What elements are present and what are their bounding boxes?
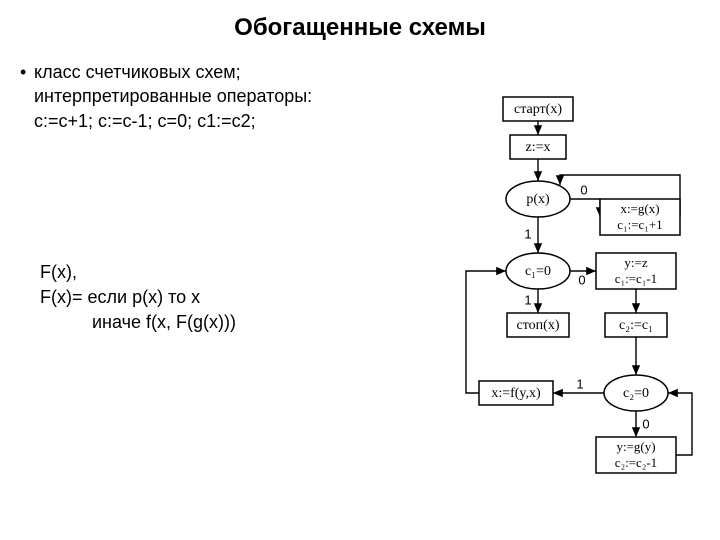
node-label-c2eq0: c₂=0 bbox=[623, 386, 649, 401]
node-label-c2c1: c₂:=c₁ bbox=[619, 318, 653, 333]
formula-line-2: F(x)= если p(x) то x bbox=[40, 285, 380, 310]
node-label1-ygy: y:=g(y) bbox=[616, 439, 655, 454]
edge-label-px-xgx-0: 0 bbox=[580, 182, 587, 197]
edge-label-c2eq0-ygy-0: 0 bbox=[642, 416, 649, 431]
node-label2-yz: c₁:=c₁-1 bbox=[615, 271, 657, 286]
flowchart: 0 1 0 1 0 1 старт(x) z:=x p(x) x:=g(x)c₁:=c₁+1 c₁… bbox=[420, 60, 710, 530]
node-label-xfyx: x:=f(y,x) bbox=[491, 386, 541, 401]
edge-label-c2eq0-xfyx-1: 1 bbox=[576, 376, 583, 391]
node-label1-yz: y:=z bbox=[624, 255, 647, 270]
edge-label-c1-yz-0: 0 bbox=[578, 272, 585, 287]
node-label-start: старт(x) bbox=[514, 102, 562, 117]
node-label-stop: стоп(x) bbox=[517, 318, 560, 333]
formula-line-3: иначе f(x, F(g(x))) bbox=[40, 310, 380, 335]
node-label-c1eq0: c₁=0 bbox=[525, 264, 551, 279]
formula-text: F(x), F(x)= если p(x) то x иначе f(x, F(… bbox=[40, 260, 380, 336]
edge-xfyx-c1 bbox=[466, 271, 506, 393]
page-title: Обогащенные схемы bbox=[0, 14, 720, 42]
flowchart-svg: 0 1 0 1 0 1 старт(x) z:=x p(x) x:=g(x)c₁:=c₁+1 c₁… bbox=[420, 60, 710, 530]
edge-px-xgx-0 bbox=[570, 199, 600, 217]
formula-line-1: F(x), bbox=[40, 260, 380, 285]
bullet-dot: • bbox=[20, 60, 34, 84]
node-label-zx: z:=x bbox=[526, 140, 551, 155]
bullet-line-2: интерпретированные операторы: bbox=[34, 86, 312, 106]
edge-label-c1-stop-1: 1 bbox=[524, 292, 531, 307]
bullet-text: •класс счетчиковых схем; интерпретирован… bbox=[20, 60, 380, 133]
node-label2-xgx: c₁:=c₁+1 bbox=[617, 217, 662, 232]
node-label1-xgx: x:=g(x) bbox=[620, 201, 659, 216]
node-label-px: p(x) bbox=[526, 192, 550, 207]
node-label2-ygy: c₂:=c₂-1 bbox=[615, 455, 657, 470]
bullet-line-1: класс счетчиковых схем; bbox=[34, 62, 241, 82]
bullet-line-3: c:=c+1; c:=c-1; c=0; c1:=c2; bbox=[34, 111, 256, 131]
edge-label-px-c1-1: 1 bbox=[524, 226, 531, 241]
